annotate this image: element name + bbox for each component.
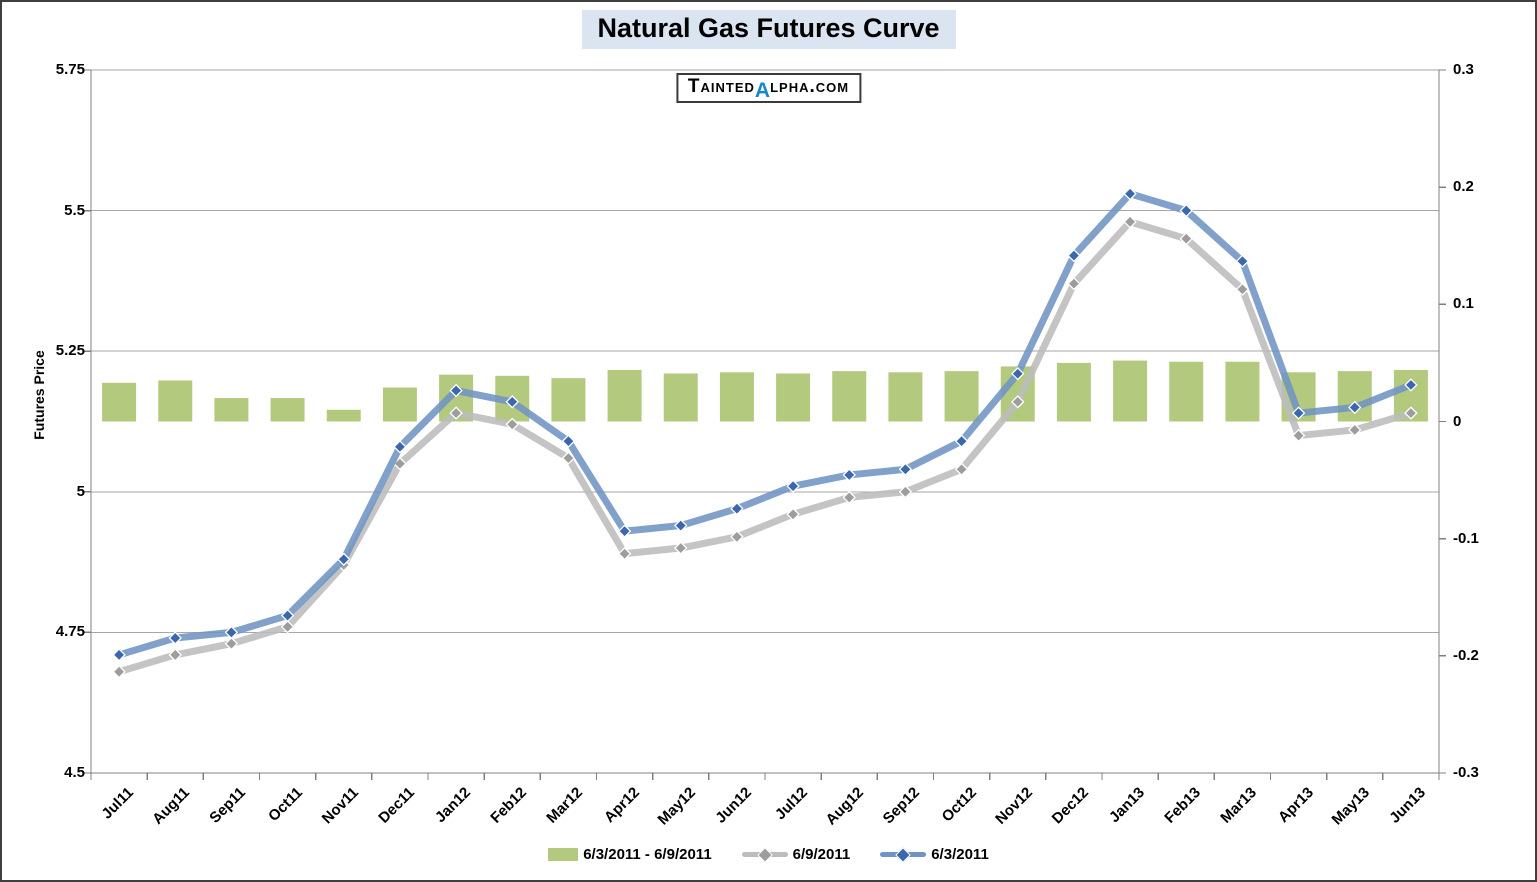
bar xyxy=(832,371,867,422)
data-point-marker xyxy=(337,552,351,567)
data-point-marker xyxy=(1291,406,1306,420)
data-point-marker xyxy=(1348,400,1362,415)
data-point-marker xyxy=(1179,203,1193,218)
plot-area xyxy=(84,69,1446,780)
data-point-marker xyxy=(1291,428,1306,443)
data-point-marker xyxy=(224,636,239,651)
legend-item-6-3-2011: 6/3/2011 xyxy=(880,846,989,863)
y-right-tick-label: 0.3 xyxy=(1453,61,1474,78)
logo-text-after: lpha.com xyxy=(770,76,850,97)
y-left-tick-label: 5.25 xyxy=(55,342,85,360)
data-point-marker xyxy=(1235,254,1250,268)
data-point-marker xyxy=(505,417,519,432)
data-point-marker xyxy=(786,507,800,522)
legend-gray-line-diamond-icon xyxy=(741,846,788,863)
legend-label: 6/9/2011 xyxy=(792,846,851,863)
legend-item-spread: 6/3/2011 - 6/9/2011 xyxy=(548,846,712,863)
data-point-marker xyxy=(280,620,295,634)
data-point-marker xyxy=(168,648,182,662)
line-series-6-9-2011 xyxy=(112,215,1418,679)
bar xyxy=(1056,362,1091,422)
data-point-marker xyxy=(112,648,126,662)
data-point-marker xyxy=(617,546,632,561)
chart-title: Natural Gas Futures Curve xyxy=(581,10,956,49)
data-point-marker xyxy=(954,434,969,448)
data-point-marker xyxy=(224,625,239,640)
bar xyxy=(214,398,249,422)
legend-item-6-9-2011: 6/9/2011 xyxy=(741,846,851,863)
data-point-marker xyxy=(617,524,632,538)
bar xyxy=(776,373,811,422)
data-point-marker xyxy=(561,434,576,448)
bar xyxy=(719,372,754,422)
data-point-marker xyxy=(561,451,576,465)
data-point-marker xyxy=(842,490,856,505)
tainted-alpha-logo: Taintedαlpha.com xyxy=(675,71,862,104)
y-right-tick-label: 0.2 xyxy=(1453,178,1474,196)
bar xyxy=(270,398,305,422)
y-left-tick-label: 5 xyxy=(76,482,85,500)
line-series-6-3-2011 xyxy=(112,187,1418,662)
bar xyxy=(158,380,193,422)
y-left-tick-label: 4.75 xyxy=(55,623,85,641)
bar xyxy=(888,372,923,422)
legend-blue-line-diamond-icon xyxy=(880,846,927,863)
legend-label: 6/3/2011 xyxy=(931,846,989,863)
bar xyxy=(663,373,698,422)
y-right-tick-label: 0 xyxy=(1453,412,1462,430)
y-right-tick-label: -0.2 xyxy=(1453,646,1479,664)
data-point-marker xyxy=(1011,395,1025,409)
bar xyxy=(326,409,361,422)
data-point-marker xyxy=(449,383,463,398)
bar xyxy=(944,371,979,422)
data-point-marker xyxy=(898,462,913,477)
data-point-marker xyxy=(112,665,126,679)
data-point-marker xyxy=(1404,378,1418,392)
bar xyxy=(102,382,137,422)
bar-series-spread xyxy=(102,360,1428,422)
data-point-marker xyxy=(168,631,182,645)
bar xyxy=(1169,361,1204,422)
logo-alpha-glyph: α xyxy=(754,71,771,104)
data-point-marker xyxy=(1067,276,1081,291)
bar xyxy=(1225,361,1260,422)
data-point-marker xyxy=(730,501,744,516)
data-point-marker xyxy=(898,485,913,499)
data-point-marker xyxy=(1404,406,1418,420)
bar xyxy=(551,378,586,422)
y-right-tick-label: -0.3 xyxy=(1453,764,1479,781)
data-point-marker xyxy=(1123,187,1137,201)
legend: 6/3/2011 - 6/9/2011 6/9/2011 6/3/2011 xyxy=(2,846,1535,863)
data-point-marker xyxy=(730,530,744,544)
data-point-marker xyxy=(1348,423,1362,437)
data-point-marker xyxy=(842,468,856,482)
data-point-marker xyxy=(1123,215,1137,229)
logo-text-before: Tainted xyxy=(687,76,755,97)
y-left-tick-label: 5.5 xyxy=(64,201,85,219)
y-left-tick-label: 5.75 xyxy=(55,61,85,78)
data-point-marker xyxy=(786,479,800,493)
y-left-tick-label: 4.5 xyxy=(64,764,85,781)
bar xyxy=(1113,360,1148,422)
axes-and-ticks xyxy=(84,69,1446,780)
data-point-marker xyxy=(1011,366,1025,381)
data-point-marker xyxy=(505,395,519,409)
data-point-marker xyxy=(449,406,463,420)
data-point-marker xyxy=(280,608,295,623)
data-point-marker xyxy=(1179,232,1193,246)
data-point-marker xyxy=(674,541,688,555)
bar xyxy=(382,387,417,422)
data-point-marker xyxy=(1235,282,1250,297)
data-point-marker xyxy=(393,440,407,454)
y-right-tick-label: -0.1 xyxy=(1453,529,1479,547)
data-point-marker xyxy=(954,462,969,477)
legend-label: 6/3/2011 - 6/9/2011 xyxy=(583,846,712,863)
legend-bar-swatch-icon xyxy=(548,848,579,861)
data-point-marker xyxy=(1067,248,1081,263)
data-point-marker xyxy=(674,518,688,533)
y-right-tick-label: 0.1 xyxy=(1453,295,1474,313)
bar xyxy=(607,369,642,422)
